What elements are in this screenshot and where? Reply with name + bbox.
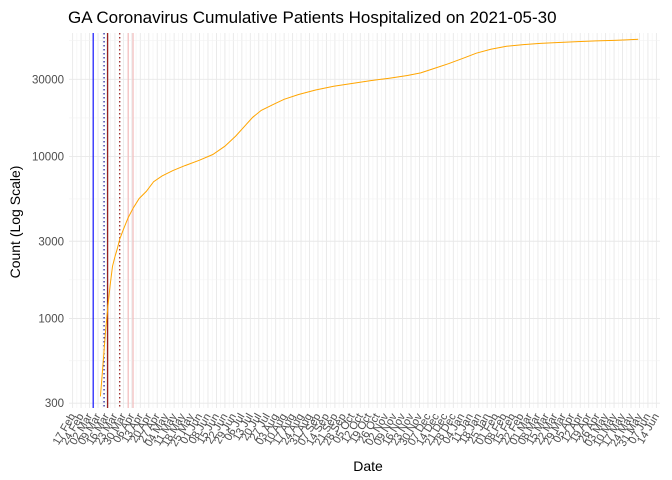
grid [69,33,660,408]
y-tick-label: 1000 [38,313,64,325]
y-axis-ticks: 300 1000 3000 10000 30000 [32,74,64,410]
chart-title: GA Coronavirus Cumulative Patients Hospi… [68,8,557,27]
y-tick-label: 300 [45,398,64,410]
series-layer [99,38,639,397]
y-axis-title: Count (Log Scale) [7,166,23,279]
y-tick-label: 3000 [38,236,64,248]
y-tick-label: 10000 [32,152,64,164]
series-line [99,38,639,397]
x-axis-title: Date [353,458,383,474]
y-tick-label: 30000 [32,74,64,86]
